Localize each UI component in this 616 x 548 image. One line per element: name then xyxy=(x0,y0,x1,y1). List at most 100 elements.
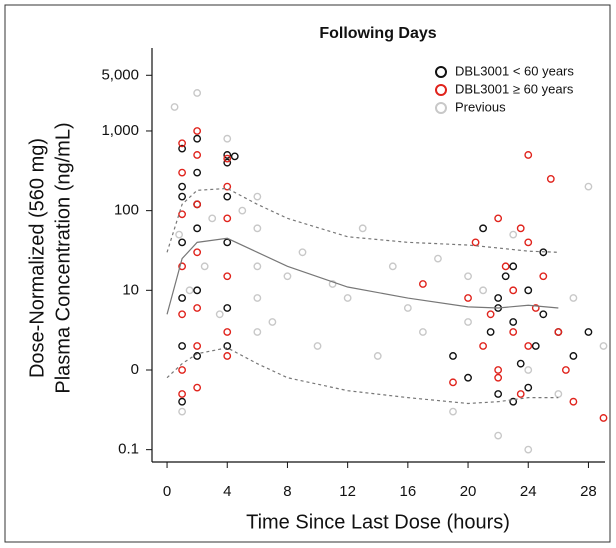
y-tick-label: 0.1 xyxy=(118,441,139,458)
data-point xyxy=(178,210,186,219)
data-point xyxy=(223,214,232,223)
data-point xyxy=(178,238,186,247)
data-point xyxy=(253,192,262,201)
data-point xyxy=(178,262,186,271)
data-point xyxy=(449,352,457,360)
data-point xyxy=(178,310,186,319)
data-point xyxy=(471,238,480,247)
data-point xyxy=(539,310,548,319)
x-tick-label: 4 xyxy=(223,483,231,500)
data-point xyxy=(193,127,202,135)
y-tick-label: 100 xyxy=(114,202,139,219)
x-tick-label: 16 xyxy=(400,483,417,500)
y-tick-label: 10 xyxy=(122,281,139,298)
data-point xyxy=(486,328,495,336)
data-point xyxy=(178,397,186,406)
data-point xyxy=(479,224,487,233)
data-point xyxy=(343,294,352,302)
chart-title: Following Days xyxy=(319,25,436,42)
data-point xyxy=(531,304,540,312)
data-point xyxy=(494,214,503,223)
data-point xyxy=(230,152,239,161)
data-point xyxy=(464,318,472,326)
data-point xyxy=(193,352,202,360)
data-point xyxy=(223,134,232,143)
x-tick-label: 24 xyxy=(520,483,537,500)
data-point xyxy=(193,151,202,159)
percentile-line xyxy=(166,347,559,405)
data-point xyxy=(418,328,427,336)
data-point xyxy=(509,286,518,295)
x-axis-label: Time Since Last Dose (hours) xyxy=(246,511,510,533)
data-point xyxy=(238,206,247,215)
data-point xyxy=(524,366,533,374)
data-point xyxy=(494,294,503,302)
data-point xyxy=(546,175,555,183)
data-point xyxy=(509,318,518,326)
legend-label: DBL3001 ≥ 60 years xyxy=(455,81,574,96)
data-point xyxy=(193,286,202,295)
data-point xyxy=(524,151,533,159)
data-point xyxy=(539,272,548,281)
data-point xyxy=(223,272,232,281)
data-point xyxy=(193,200,202,209)
data-point xyxy=(193,248,202,257)
data-point xyxy=(170,103,179,111)
data-point xyxy=(501,272,510,281)
data-point xyxy=(449,378,457,387)
data-point xyxy=(223,151,232,159)
data-point xyxy=(434,254,442,263)
legend-marker xyxy=(435,102,447,114)
x-tick-label: 20 xyxy=(460,483,477,500)
data-point xyxy=(494,390,503,398)
data-point xyxy=(185,286,194,295)
y-tick-label: 1,000 xyxy=(101,122,139,139)
data-point xyxy=(193,383,202,392)
data-point xyxy=(208,214,217,223)
data-point xyxy=(516,390,525,398)
data-point xyxy=(178,390,186,398)
data-point xyxy=(569,352,578,360)
data-point xyxy=(554,328,563,336)
y-tick-label: 0 xyxy=(131,361,139,378)
data-point xyxy=(223,304,232,312)
data-point xyxy=(268,318,277,326)
data-point xyxy=(178,144,186,153)
percentile-line xyxy=(166,187,559,253)
data-point xyxy=(313,342,322,350)
data-point xyxy=(193,89,202,97)
data-point xyxy=(200,262,209,271)
data-point xyxy=(509,230,518,239)
y-axis-label: Dose-Normalized (560 mg) xyxy=(26,138,48,378)
data-point xyxy=(418,280,427,288)
data-point xyxy=(464,373,472,382)
data-point xyxy=(479,342,487,350)
x-tick-label: 12 xyxy=(339,483,356,500)
legend-marker xyxy=(435,84,447,96)
x-tick-label: 28 xyxy=(580,483,597,500)
data-point xyxy=(178,182,186,191)
legend-label: DBL3001 < 60 years xyxy=(455,63,574,78)
data-point xyxy=(569,294,578,302)
data-point xyxy=(178,407,186,416)
data-point xyxy=(524,383,533,392)
data-point xyxy=(599,342,608,350)
data-point xyxy=(298,248,307,257)
x-tick-label: 8 xyxy=(283,483,291,500)
data-point xyxy=(554,390,563,398)
data-point xyxy=(193,342,202,350)
data-point xyxy=(223,352,232,360)
data-point xyxy=(509,262,518,271)
data-point xyxy=(193,168,202,177)
data-point xyxy=(494,366,503,374)
data-point xyxy=(584,328,593,336)
data-point xyxy=(178,139,186,148)
data-point xyxy=(358,224,367,233)
data-point xyxy=(509,328,518,336)
data-point xyxy=(403,304,412,312)
data-point xyxy=(464,294,472,302)
data-point xyxy=(178,168,186,177)
data-point xyxy=(599,414,608,422)
data-point xyxy=(215,310,224,319)
y-axis-label: Plasma Concentration (ng/mL) xyxy=(52,122,74,393)
